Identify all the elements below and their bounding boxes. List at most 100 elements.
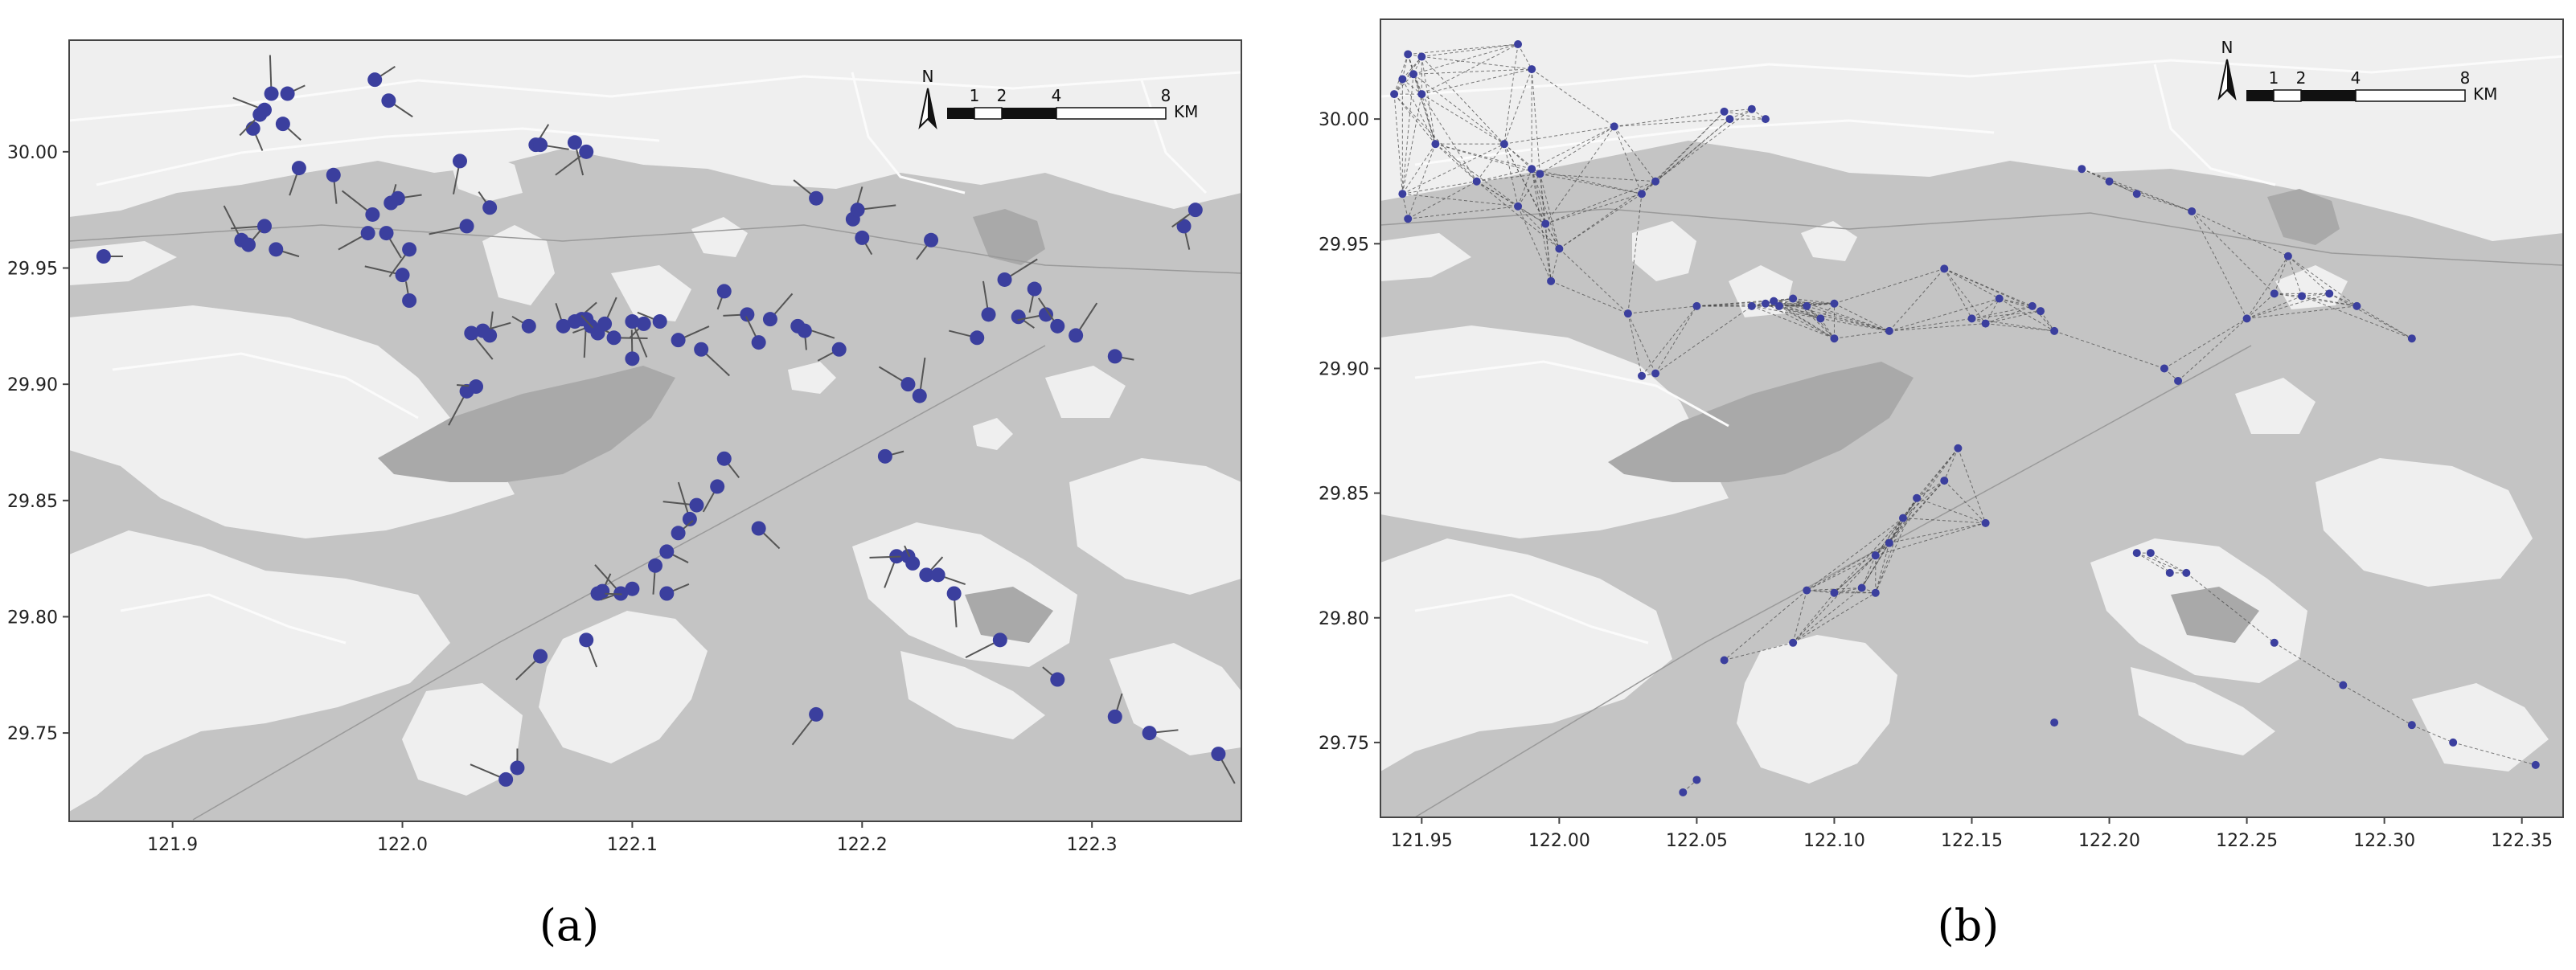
interaction-link bbox=[1540, 173, 1643, 194]
caption-a: (a) bbox=[539, 900, 599, 951]
vessel-point bbox=[257, 219, 272, 234]
vessel-point bbox=[1913, 493, 1922, 502]
scale-tick-label: 2 bbox=[997, 86, 1007, 105]
vessel-point bbox=[2298, 292, 2307, 301]
interaction-link bbox=[1765, 298, 1794, 305]
vessel-point bbox=[2407, 334, 2416, 343]
vessel-point bbox=[1050, 318, 1065, 334]
vessel-point bbox=[2160, 364, 2168, 373]
scale-tick-label: 4 bbox=[2351, 68, 2361, 88]
vessel-point bbox=[1816, 314, 1825, 323]
roads-a bbox=[69, 71, 1241, 645]
vessel-point bbox=[1541, 219, 1550, 228]
interaction-link bbox=[1724, 590, 1807, 661]
scale-seg bbox=[2246, 90, 2274, 101]
y-tick-label: 29.90 bbox=[7, 375, 58, 395]
routes-b bbox=[1380, 208, 2563, 817]
interaction-link bbox=[1401, 74, 1414, 194]
interaction-link bbox=[1943, 448, 1959, 481]
interaction-link bbox=[1545, 181, 1656, 224]
frame-a bbox=[68, 39, 1242, 822]
vessel-point bbox=[1692, 776, 1701, 784]
vessel-point bbox=[740, 307, 755, 322]
interaction-link bbox=[1517, 43, 1532, 70]
interaction-link bbox=[1540, 126, 1615, 174]
interaction-link bbox=[1971, 310, 2041, 319]
vessel-point bbox=[671, 526, 686, 541]
vessel-point bbox=[1830, 588, 1839, 597]
interaction-link bbox=[1421, 93, 1478, 182]
interaction-link bbox=[1807, 305, 1890, 332]
vessel-point bbox=[1398, 75, 1407, 84]
vessel-point bbox=[1803, 301, 1811, 310]
vessel-point bbox=[1679, 788, 1688, 796]
interaction-link bbox=[1407, 54, 1422, 95]
vessel-point bbox=[365, 207, 380, 222]
vessel-point bbox=[1637, 190, 1646, 199]
interaction-link bbox=[1421, 43, 1519, 95]
vessel-point bbox=[648, 558, 662, 573]
interaction-link bbox=[2343, 685, 2413, 726]
vessel-point bbox=[402, 242, 417, 257]
x-tick-label: 122.05 bbox=[1666, 831, 1728, 851]
north-label: N bbox=[2221, 38, 2233, 57]
vessel-point bbox=[360, 226, 375, 241]
interaction-link bbox=[2191, 211, 2289, 257]
vessel-point bbox=[606, 330, 621, 346]
interaction-link bbox=[1421, 56, 1505, 145]
vessel-point bbox=[946, 586, 962, 601]
interaction-link bbox=[1807, 303, 1835, 307]
interaction-link bbox=[1793, 298, 1835, 305]
vessel-point bbox=[1651, 369, 1660, 378]
interaction-link bbox=[1539, 174, 1560, 249]
interaction-link bbox=[2150, 552, 2187, 574]
vessel-point bbox=[924, 232, 939, 248]
interaction-link bbox=[1517, 206, 1560, 249]
scale-seg bbox=[947, 108, 974, 119]
interaction-link bbox=[1889, 298, 2000, 332]
panel-a: 121.9 122.0 122.1 122.2 122.3 30.00 29.95 29.90… bbox=[7, 39, 1242, 951]
interaction-link bbox=[1402, 193, 1519, 207]
interaction-link bbox=[1435, 143, 1478, 182]
interaction-link bbox=[1806, 305, 1835, 339]
interaction-link bbox=[1724, 642, 1794, 661]
vessel-point bbox=[1514, 40, 1523, 49]
vessel-point bbox=[1720, 656, 1729, 665]
y-tick-label: 30.00 bbox=[1319, 110, 1369, 130]
interaction-link bbox=[1655, 305, 1753, 374]
vessel-point bbox=[379, 226, 394, 241]
vessel-point bbox=[1499, 140, 1508, 149]
vessel-point bbox=[1211, 747, 1226, 762]
interaction-link bbox=[2136, 552, 2171, 574]
scale-tick-label: 8 bbox=[2460, 68, 2471, 88]
vessel-point bbox=[689, 497, 704, 513]
y-tick-label: 29.90 bbox=[1319, 359, 1369, 379]
vessel-point bbox=[1472, 177, 1481, 186]
vessel-point bbox=[2242, 314, 2251, 323]
interaction-link bbox=[1539, 174, 1552, 281]
vessel-point bbox=[809, 190, 824, 206]
interaction-link bbox=[2274, 256, 2289, 294]
interaction-link bbox=[1655, 111, 1725, 182]
vessel-point bbox=[1981, 518, 1990, 527]
vessel-point bbox=[1623, 309, 1632, 318]
interaction-link bbox=[1729, 108, 1753, 120]
interaction-link bbox=[1531, 125, 1615, 170]
interaction-link bbox=[1614, 111, 1725, 127]
interaction-link bbox=[1413, 43, 1519, 75]
interaction-link bbox=[1627, 305, 1697, 314]
interaction-link bbox=[1408, 206, 1519, 219]
routes-a bbox=[69, 224, 1241, 821]
vessel-point bbox=[1747, 104, 1756, 113]
vessel-point bbox=[682, 511, 697, 526]
x-tick-label: 122.2 bbox=[837, 835, 888, 855]
vessel-point bbox=[1885, 326, 1893, 335]
y-tick-label: 29.80 bbox=[1319, 609, 1369, 629]
interaction-link bbox=[2246, 293, 2275, 319]
interaction-link bbox=[1834, 268, 1945, 305]
vessel-point bbox=[797, 323, 812, 338]
vessel-point bbox=[1390, 90, 1399, 99]
interaction-link bbox=[1751, 305, 1835, 339]
interaction-link bbox=[2136, 193, 2192, 212]
interaction-link bbox=[1614, 126, 1656, 182]
